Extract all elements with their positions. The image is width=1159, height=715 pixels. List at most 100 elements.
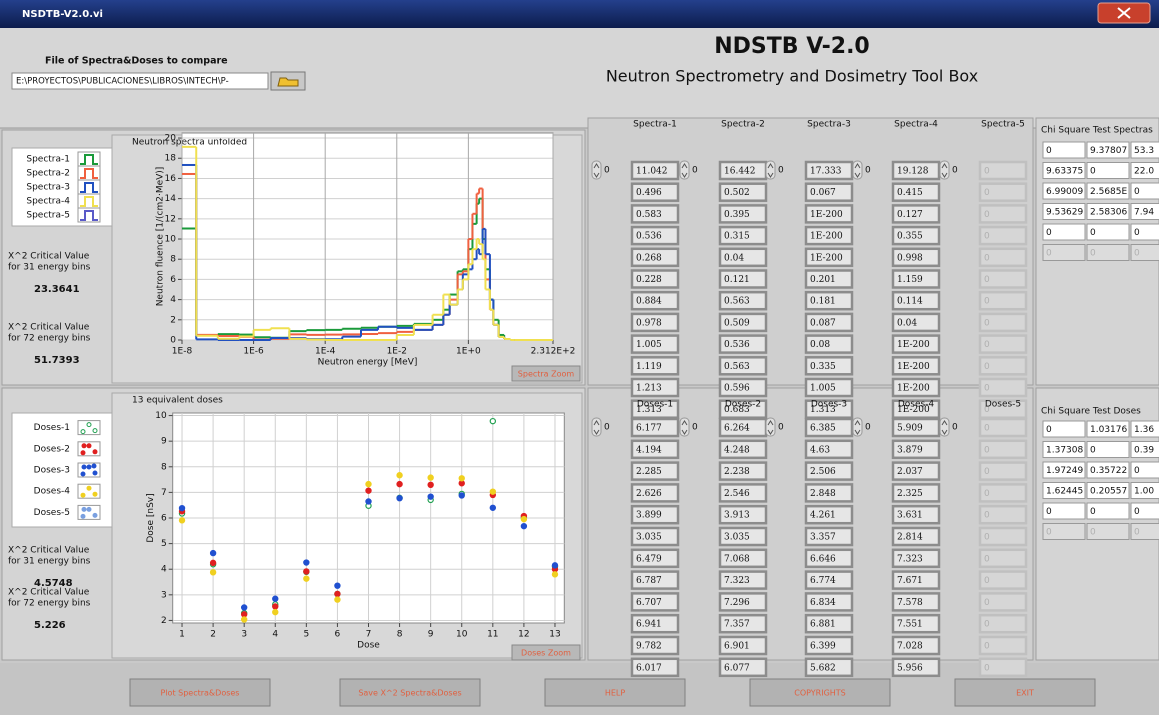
chi-value: 0 bbox=[1090, 228, 1096, 238]
action-button[interactable] bbox=[544, 678, 686, 707]
action-button[interactable] bbox=[749, 678, 891, 707]
value-text: 0.415 bbox=[897, 188, 923, 198]
spinner-arrows bbox=[767, 420, 774, 435]
action-button[interactable] bbox=[339, 678, 481, 707]
zoom-button[interactable] bbox=[511, 365, 581, 382]
value-cell bbox=[804, 247, 854, 268]
value-text: 7.323 bbox=[724, 576, 750, 586]
zoom-button[interactable] bbox=[511, 644, 581, 661]
value-text: 6.646 bbox=[810, 554, 836, 564]
index-spinner[interactable] bbox=[765, 160, 776, 180]
value-cell bbox=[804, 204, 854, 224]
value-text: 0 bbox=[984, 318, 990, 328]
y-tick-label: 10 bbox=[155, 411, 167, 421]
chart-title: 13 equivalent doses bbox=[132, 396, 223, 406]
value-text: 0.536 bbox=[724, 340, 750, 350]
index-value: 0 bbox=[952, 423, 958, 433]
value-cell bbox=[804, 182, 854, 202]
value-text: 0 bbox=[984, 511, 990, 521]
value-cell bbox=[804, 334, 854, 354]
index-spinner[interactable] bbox=[939, 160, 950, 180]
chi-cell bbox=[1086, 203, 1130, 220]
value-text: 6.881 bbox=[810, 620, 836, 630]
value-cell bbox=[978, 570, 1028, 590]
index-spinner[interactable] bbox=[765, 417, 776, 437]
value-cell bbox=[718, 613, 768, 634]
y-tick-label: 10 bbox=[165, 235, 177, 245]
index-spinner[interactable] bbox=[939, 417, 950, 437]
legend-swatch bbox=[92, 428, 98, 434]
index-spinner[interactable] bbox=[852, 160, 863, 180]
chi-cell bbox=[1086, 182, 1130, 200]
value-cell bbox=[978, 334, 1028, 354]
value-cell bbox=[978, 290, 1028, 311]
value-text: 0.201 bbox=[810, 275, 836, 285]
value-cell bbox=[718, 461, 768, 481]
value-cell bbox=[718, 504, 768, 525]
legend-swatch bbox=[86, 506, 92, 512]
chi-value: 1.62445 bbox=[1046, 487, 1083, 497]
dose-point bbox=[551, 562, 559, 569]
dose-point bbox=[396, 472, 403, 479]
value-cell bbox=[891, 204, 941, 224]
value-cell bbox=[891, 613, 941, 634]
chi-title: Chi Square Test Doses bbox=[1041, 407, 1141, 417]
chi-value: 0 bbox=[1134, 187, 1140, 197]
value-text: 3.913 bbox=[724, 511, 750, 521]
chi-value: 0 bbox=[1134, 228, 1140, 238]
dose-point bbox=[365, 480, 372, 488]
spinner-arrows bbox=[681, 163, 688, 178]
value-cell bbox=[804, 592, 854, 612]
value-cell bbox=[978, 461, 1028, 481]
value-cell bbox=[978, 483, 1028, 503]
value-cell bbox=[804, 269, 854, 289]
value-cell bbox=[630, 160, 680, 181]
index-spinner[interactable] bbox=[591, 160, 602, 180]
index-spinner[interactable] bbox=[679, 417, 690, 437]
legend-swatch bbox=[80, 182, 98, 193]
value-text: 5.909 bbox=[897, 424, 923, 434]
index-spinner[interactable] bbox=[591, 417, 602, 437]
dose-point bbox=[427, 493, 434, 500]
y-tick-label: 3 bbox=[161, 590, 167, 600]
chi-value: 0 bbox=[1046, 507, 1052, 517]
chi-value: 0 bbox=[1134, 507, 1140, 517]
value-cell bbox=[804, 417, 854, 438]
value-text: 1.005 bbox=[636, 340, 662, 350]
chi-cell bbox=[1086, 420, 1130, 438]
value-text: 6.901 bbox=[724, 642, 750, 652]
legend-swatch bbox=[92, 470, 98, 476]
value-text: 0.067 bbox=[810, 188, 836, 198]
index-spinner[interactable] bbox=[679, 160, 690, 180]
value-text: 2.238 bbox=[724, 467, 750, 477]
value-cell bbox=[630, 635, 680, 656]
value-text: 0 bbox=[984, 275, 990, 285]
value-cell bbox=[718, 182, 768, 202]
chi-cell bbox=[1042, 244, 1086, 261]
value-cell bbox=[978, 312, 1028, 333]
value-cell bbox=[630, 417, 680, 438]
value-text: 7.028 bbox=[897, 642, 923, 652]
x-axis-label: Dose bbox=[357, 641, 380, 651]
dose-point bbox=[365, 498, 372, 505]
chi-value: 0 bbox=[1046, 528, 1052, 538]
x-tick-label: 12 bbox=[518, 630, 529, 640]
action-label: Save X^2 Spectra&Doses bbox=[358, 689, 461, 698]
dose-point bbox=[178, 504, 186, 512]
chi-cell bbox=[1086, 482, 1130, 499]
index-value: 0 bbox=[604, 166, 610, 176]
value-text: 0 bbox=[984, 598, 990, 608]
value-cell bbox=[978, 592, 1028, 612]
file-path-box[interactable] bbox=[11, 72, 269, 90]
action-button[interactable] bbox=[954, 678, 1096, 707]
column-header: Doses-1 bbox=[637, 400, 673, 410]
chi-cell bbox=[1042, 162, 1086, 179]
value-cell bbox=[891, 635, 941, 656]
window-title: NSDTB-V2.0.vi bbox=[22, 9, 103, 20]
index-spinner[interactable] bbox=[852, 417, 863, 437]
value-cell bbox=[978, 417, 1028, 438]
action-button[interactable] bbox=[129, 678, 271, 707]
legend-swatch bbox=[80, 471, 86, 477]
y-tick-label: 12 bbox=[165, 214, 176, 224]
value-text: 7.578 bbox=[897, 598, 923, 608]
